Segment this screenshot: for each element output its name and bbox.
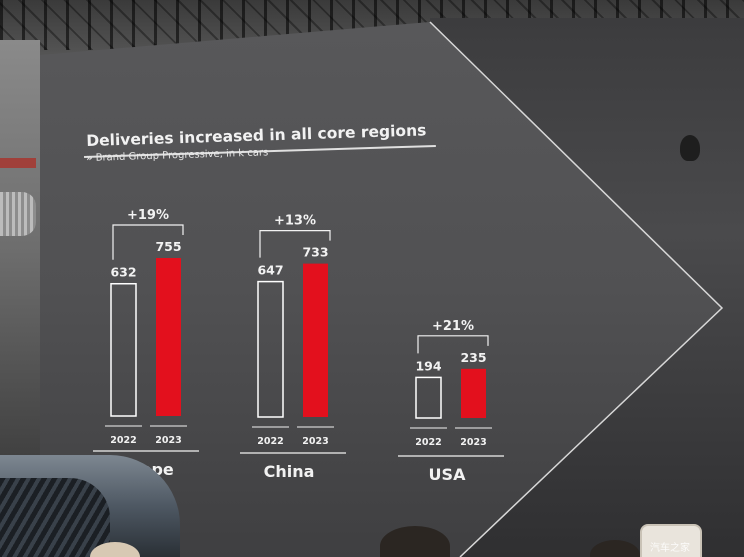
year-label-usa-2023: 2023 xyxy=(460,437,486,448)
year-label-europe-2022: 2022 xyxy=(110,435,136,446)
bracket-china xyxy=(259,230,331,258)
data-label-usa-2022: 194 xyxy=(415,358,441,373)
wall-stripe xyxy=(0,158,36,168)
data-label-europe-2022: 632 xyxy=(110,265,136,280)
bar-europe-2022 xyxy=(110,282,137,417)
bracket-europe xyxy=(112,224,184,260)
bar-usa-2022 xyxy=(415,376,442,419)
bar-china-2022 xyxy=(257,280,284,418)
bar-china-2023 xyxy=(303,263,328,417)
year-label-europe-2023: 2023 xyxy=(155,435,181,446)
change-label-china: +13% xyxy=(274,214,316,229)
data-label-europe-2023: 755 xyxy=(155,239,181,254)
change-label-usa: +21% xyxy=(432,319,474,334)
watermark: 汽车之家 xyxy=(650,543,690,554)
year-label-china-2023: 2023 xyxy=(302,436,328,447)
data-label-china-2022: 647 xyxy=(257,263,283,278)
audience-head xyxy=(90,542,140,557)
data-label-china-2023: 733 xyxy=(302,245,328,260)
category-label-china: China xyxy=(264,462,315,481)
audience-head xyxy=(590,540,640,557)
year-label-china-2022: 2022 xyxy=(257,436,283,447)
data-label-usa-2023: 235 xyxy=(460,350,486,365)
bar-usa-2023 xyxy=(461,368,486,418)
bar-europe-2023 xyxy=(156,258,181,416)
change-label-europe: +19% xyxy=(127,208,169,223)
category-label-usa: USA xyxy=(429,465,467,484)
phone xyxy=(640,524,702,557)
year-label-usa-2022: 2022 xyxy=(415,437,441,448)
bracket-usa xyxy=(417,335,489,354)
car-window xyxy=(0,478,110,557)
duct-pipe xyxy=(0,192,36,236)
audience-head xyxy=(380,526,450,557)
ceiling-lamp xyxy=(680,135,700,161)
